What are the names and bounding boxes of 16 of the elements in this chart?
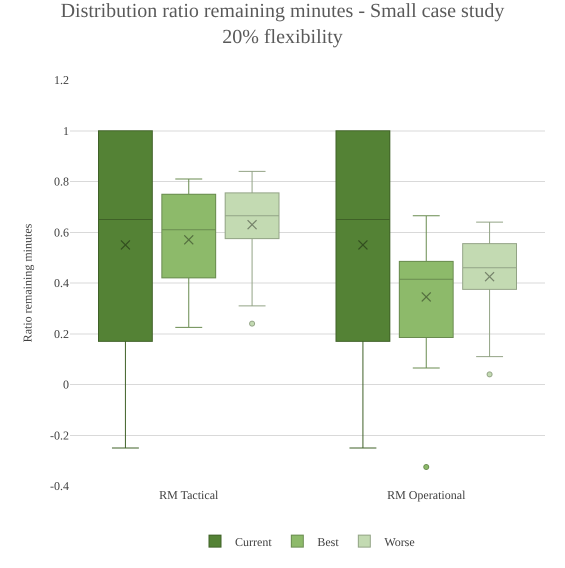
x-tick-label: RM Tactical (159, 488, 220, 502)
legend-label: Current (235, 534, 272, 549)
y-tick-label: 0.6 (54, 225, 69, 240)
chart-title: Distribution ratio remaining minutes - Small case study 20% flexibility (60, 0, 504, 48)
y-tick-label: 1.2 (54, 73, 69, 88)
legend-label: Best (317, 534, 340, 549)
y-tick-label: 0 (63, 378, 69, 392)
x-tick-label: RM Operational (387, 488, 466, 502)
y-tick-label: 0.4 (54, 276, 69, 290)
y-tick-label: 1 (63, 124, 69, 138)
y-tick-label: -0.4 (50, 479, 69, 494)
y-tick-label: 0.2 (54, 326, 69, 341)
y-tick-label: -0.2 (50, 428, 69, 442)
y-tick-label: 0.8 (54, 174, 69, 189)
y-axis-title: Ratio remaining minutes (20, 223, 34, 342)
legend-label: Worse (384, 534, 415, 549)
